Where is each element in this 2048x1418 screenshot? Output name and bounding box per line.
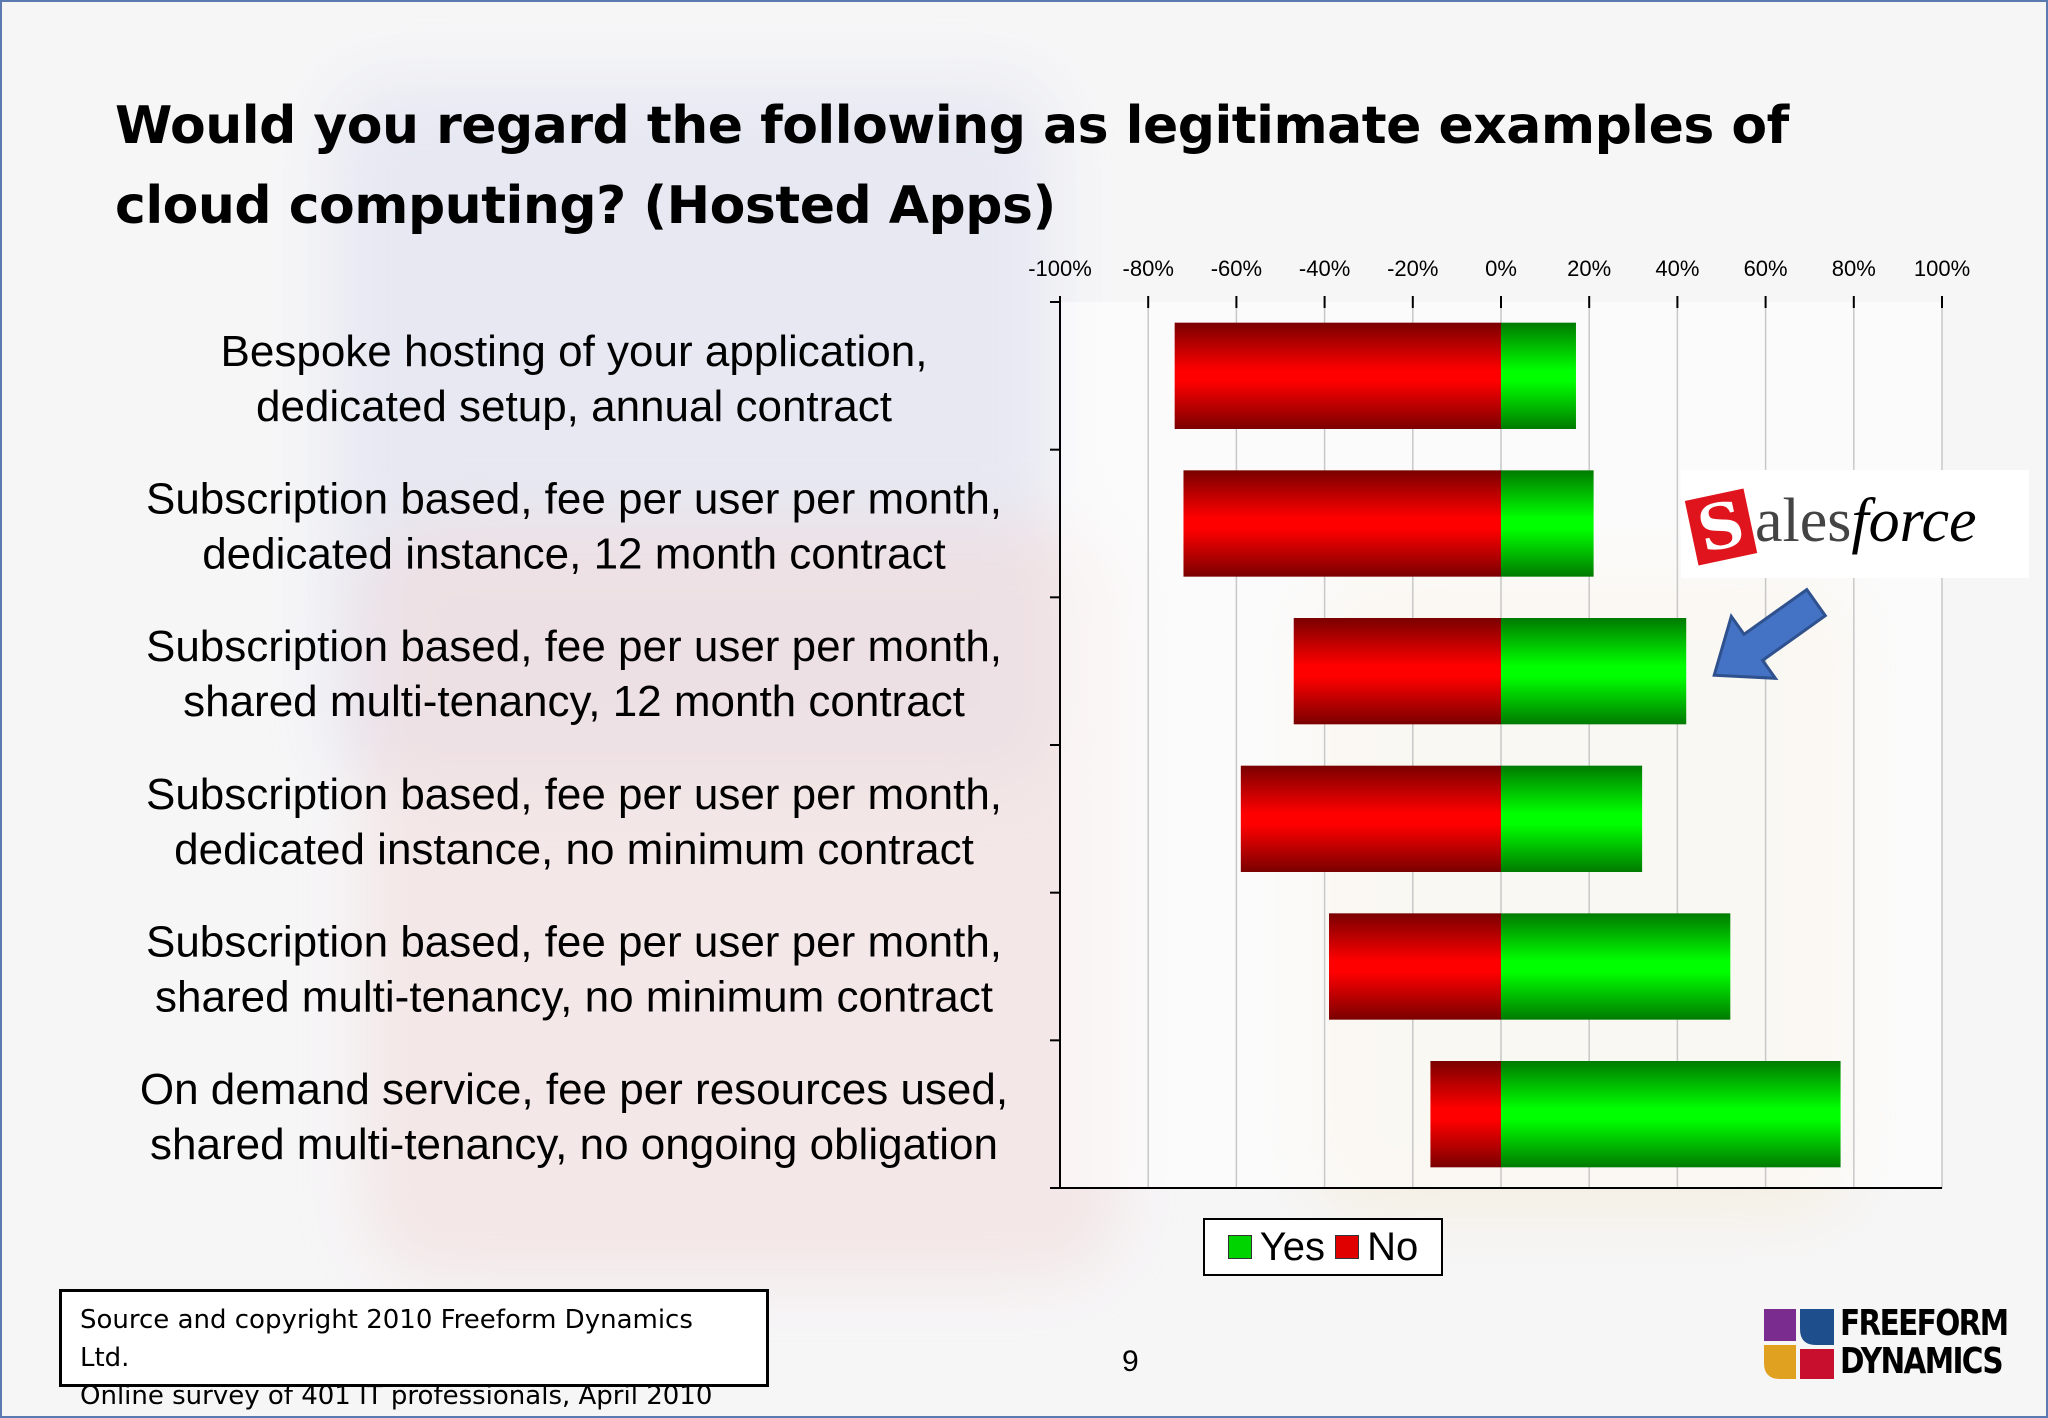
bars bbox=[1174, 322, 1841, 1168]
bar-no bbox=[1329, 913, 1501, 1020]
legend-item-no: No bbox=[1335, 1225, 1418, 1270]
bar-yes bbox=[1501, 618, 1687, 725]
category-label-line: Subscription based, fee per user per mon… bbox=[146, 475, 1002, 524]
salesforce-wordmark-italic: force bbox=[1851, 487, 1977, 555]
slide-title: Would you regard the following as legiti… bbox=[115, 96, 1789, 236]
x-tick-labels: -100% -80% -60% -40% -20% 0% 20% 40% 60% 80% 100% bbox=[1028, 256, 1970, 281]
chart-legend: Yes No bbox=[1203, 1218, 1443, 1276]
source-line-2: Online survey of 401 IT professionals, A… bbox=[80, 1381, 713, 1411]
callout-arrow bbox=[1712, 587, 1828, 680]
bar-no bbox=[1430, 1061, 1501, 1168]
x-tick-label: 40% bbox=[1655, 256, 1699, 281]
bar-yes bbox=[1501, 913, 1731, 1020]
category-label-line: shared multi-tenancy, no ongoing obligat… bbox=[150, 1120, 998, 1169]
category-label: Subscription based, fee per user per mon… bbox=[146, 475, 1002, 579]
category-label-line: Subscription based, fee per user per mon… bbox=[146, 918, 1002, 967]
legend-label-no: No bbox=[1367, 1224, 1419, 1269]
freeform-dynamics-logo: FREEFORM DYNAMICS bbox=[1760, 1305, 2010, 1385]
x-tick-label: -40% bbox=[1299, 256, 1350, 281]
bar-yes bbox=[1501, 322, 1576, 429]
bar-yes bbox=[1501, 765, 1643, 872]
category-label-line: dedicated instance, no minimum contract bbox=[174, 825, 974, 874]
bar-no bbox=[1183, 470, 1501, 577]
category-label: Subscription based, fee per user per mon… bbox=[146, 918, 1002, 1022]
x-tick-label: 20% bbox=[1567, 256, 1611, 281]
category-labels: Bespoke hosting of your application, dedi… bbox=[140, 327, 1008, 1169]
legend-swatch-no bbox=[1335, 1235, 1360, 1259]
salesforce-logo: S alesforce bbox=[1681, 470, 2029, 578]
brand-line-2: DYNAMICS bbox=[1840, 1341, 2004, 1382]
x-tick-label: 80% bbox=[1832, 256, 1876, 281]
freeform-wordmark: FREEFORM DYNAMICS bbox=[1840, 1303, 2009, 1382]
bar-no bbox=[1174, 322, 1501, 429]
x-tick-label: -80% bbox=[1123, 256, 1174, 281]
source-note: Source and copyright 2010 Freeform Dynam… bbox=[59, 1289, 769, 1411]
legend-swatch-yes bbox=[1227, 1235, 1252, 1259]
category-label-line: Bespoke hosting of your application, bbox=[221, 327, 928, 376]
source-line-1: Source and copyright 2010 Freeform Dynam… bbox=[80, 1305, 693, 1373]
category-label-line: dedicated setup, annual contract bbox=[256, 382, 892, 431]
category-label-line: dedicated instance, 12 month contract bbox=[202, 530, 946, 579]
category-label: On demand service, fee per resources use… bbox=[140, 1065, 1008, 1169]
salesforce-wordmark-part: ales bbox=[1755, 487, 1852, 555]
bar-no bbox=[1293, 618, 1501, 725]
x-tick-label: -60% bbox=[1211, 256, 1262, 281]
axes bbox=[1050, 296, 1943, 1189]
x-tick-label: 0% bbox=[1485, 256, 1517, 281]
category-label: Subscription based, fee per user per mon… bbox=[146, 770, 1002, 874]
bar-yes bbox=[1501, 470, 1594, 577]
blue-arrow-icon bbox=[1712, 587, 1828, 680]
x-tick-label: -100% bbox=[1028, 256, 1092, 281]
bar-no bbox=[1240, 765, 1501, 872]
x-tick-label: 100% bbox=[1914, 256, 1970, 281]
legend-label-yes: Yes bbox=[1259, 1224, 1326, 1269]
legend-item-yes: Yes bbox=[1227, 1224, 1326, 1270]
category-label: Subscription based, fee per user per mon… bbox=[146, 622, 1002, 726]
category-label-line: Subscription based, fee per user per mon… bbox=[146, 622, 1002, 671]
brand-line-1: FREEFORM bbox=[1840, 1303, 2009, 1344]
freeform-logo-mark-icon bbox=[1764, 1309, 1834, 1379]
salesforce-wordmark: alesforce bbox=[1755, 486, 1976, 557]
x-tick-label: -20% bbox=[1387, 256, 1438, 281]
page-number: 9 bbox=[1122, 1345, 1139, 1378]
bar-yes bbox=[1501, 1061, 1841, 1168]
salesforce-s-mark: S bbox=[1684, 486, 1758, 567]
x-tick-label: 60% bbox=[1744, 256, 1788, 281]
background-shape bbox=[362, 522, 1122, 1282]
category-label-line: Subscription based, fee per user per mon… bbox=[146, 770, 1002, 819]
category-label: Bespoke hosting of your application, dedi… bbox=[221, 327, 928, 431]
category-label-line: shared multi-tenancy, 12 month contract bbox=[183, 677, 965, 726]
category-label-line: On demand service, fee per resources use… bbox=[140, 1065, 1008, 1114]
category-label-line: shared multi-tenancy, no minimum contrac… bbox=[155, 973, 993, 1022]
